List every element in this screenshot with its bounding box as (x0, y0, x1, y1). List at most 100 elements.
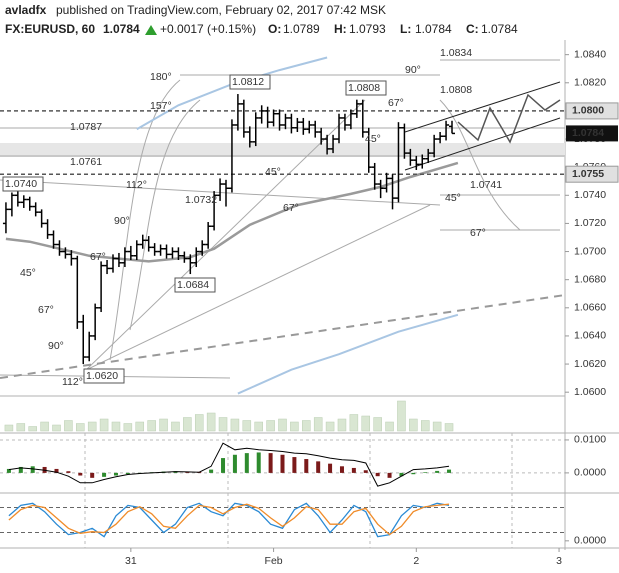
volume-bar (111, 421, 121, 432)
volume-bar (361, 415, 371, 432)
annotation: 1.0684 (177, 279, 209, 291)
annotation: 1.0761 (70, 156, 102, 168)
y-tick-label: 0.0000 (574, 535, 606, 547)
volume-bar (242, 420, 252, 432)
volume-bar (325, 421, 335, 432)
volume-bar (4, 424, 14, 432)
volume-bar (159, 418, 168, 432)
macd-histogram (54, 468, 59, 473)
macd-histogram (90, 472, 95, 478)
macd-histogram (447, 469, 452, 473)
y-tick-label: 1.0840 (574, 48, 606, 60)
volume-bar (409, 418, 418, 432)
volume-bar (397, 400, 406, 432)
annotation: 67° (90, 251, 106, 263)
annotation: 112° (126, 179, 147, 191)
volume-bar (206, 412, 216, 432)
annotation: 1.0732 (185, 194, 217, 206)
annotation: 1.0787 (70, 121, 102, 133)
volume-bar (171, 421, 180, 432)
macd-histogram (18, 466, 23, 473)
volume-bar (266, 420, 275, 432)
macd-histogram (351, 467, 356, 473)
macd-histogram (256, 452, 261, 473)
macd-histogram (399, 472, 404, 477)
ohlc-label: L: (400, 22, 411, 36)
annotation: 157° (150, 100, 172, 112)
last-value: 1.0784 (103, 22, 140, 36)
ohlc-value: 1.0784 (415, 22, 452, 36)
fan-line (85, 204, 431, 371)
y-tick-label: 1.0640 (574, 330, 606, 342)
y-tick-label: 0.0100 (574, 434, 606, 446)
up-arrow (145, 25, 157, 35)
annotation: 90° (405, 64, 421, 76)
indicator-panes: 0.0100 0.0000 0.0000 (0, 400, 606, 547)
annotation: 67° (470, 227, 486, 239)
annotation: 1.0808 (348, 82, 380, 94)
volume-bar (135, 421, 145, 432)
macd-histogram (102, 472, 107, 477)
y-tick-label: 1.0620 (574, 358, 606, 370)
annotation-box (2, 176, 44, 192)
ohlc-value: 1.0793 (349, 22, 386, 36)
volume-bar (194, 414, 204, 432)
macd-histogram (113, 472, 118, 476)
macd-histogram (66, 471, 71, 473)
volume-bar (349, 414, 359, 432)
fan-line (85, 99, 366, 371)
macd-histogram (280, 454, 285, 473)
volume-bar (290, 421, 299, 432)
annotation-box (174, 277, 216, 293)
author: avladfx (5, 3, 47, 17)
macd-histogram (328, 463, 333, 473)
ohlc-value: 1.0784 (481, 22, 518, 36)
macd-histogram (363, 470, 368, 473)
volume-bar (254, 421, 263, 432)
annotation: 1.0740 (5, 178, 37, 190)
annotation: 45° (445, 192, 461, 204)
volume-bar (28, 426, 37, 432)
annotation: 45° (365, 133, 381, 145)
macd-histogram (339, 466, 344, 473)
volume-bar (87, 421, 97, 432)
price-label-box (565, 102, 619, 120)
y-tick-label: 1.0660 (574, 302, 606, 314)
volume-bar (444, 423, 454, 432)
macd-histogram (304, 459, 309, 473)
volume-bar (40, 421, 49, 432)
x-tick-label: 31 (125, 555, 137, 567)
annotation: 45° (265, 166, 281, 178)
volume-bar (432, 421, 442, 432)
channel (404, 81, 561, 133)
day-separators (84, 433, 513, 548)
volume-bar (278, 418, 287, 432)
y-tick-label: 1.0600 (574, 386, 606, 398)
annotation: 67° (283, 202, 299, 214)
annotation: 112° (62, 376, 83, 388)
macd-histogram (78, 472, 83, 476)
y-tick-label: 1.0820 (574, 77, 606, 89)
ohlc-label: O: (268, 22, 281, 36)
macd-histogram (221, 458, 226, 473)
projection (457, 93, 561, 144)
macd-histogram (292, 457, 297, 473)
macd-histogram (125, 472, 130, 475)
price-label: 1.0800 (572, 105, 604, 117)
volume-bar (385, 421, 394, 432)
volume-bar (99, 418, 109, 432)
change: +0.0017 (+0.15%) (160, 22, 256, 36)
macd-histogram (423, 472, 428, 473)
macd-histogram (6, 468, 11, 473)
ohlc-value: 1.0789 (283, 22, 320, 36)
macd-histogram (268, 453, 273, 473)
volume-bar (183, 417, 192, 432)
volume-bar (337, 418, 347, 432)
published: published on TradingView.com, February 0… (56, 3, 386, 17)
volume-bar (218, 417, 228, 432)
annotation: 1.0741 (470, 179, 502, 191)
fan-arc (129, 99, 201, 331)
annotation: 1.0808 (440, 84, 472, 96)
volume-bar (420, 420, 430, 432)
